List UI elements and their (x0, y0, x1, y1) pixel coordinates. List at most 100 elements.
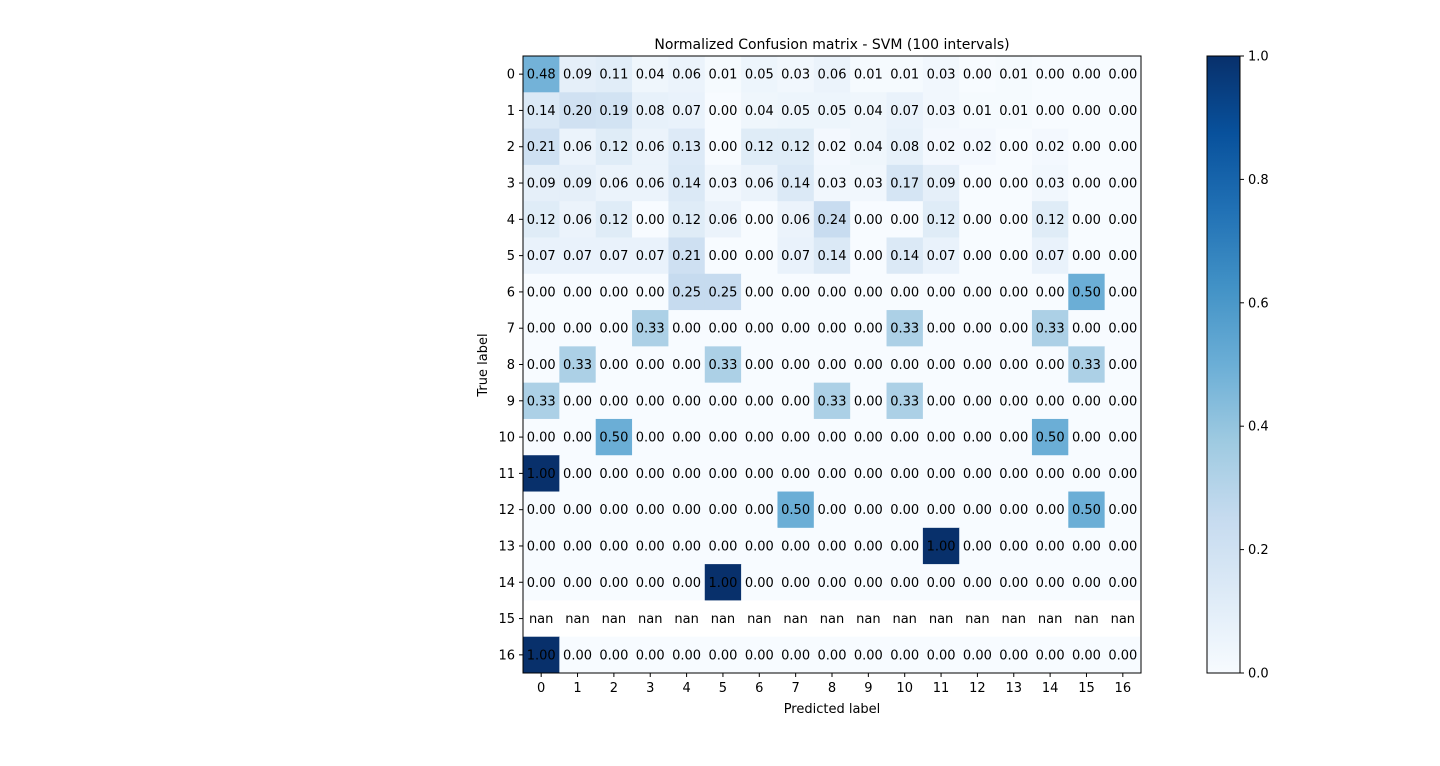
heatmap-cell (668, 128, 706, 166)
cell-value-label: 0.00 (563, 431, 592, 446)
cell-value-label: 0.06 (599, 177, 628, 192)
heatmap-cell (922, 164, 960, 202)
cell-value-label: 0.00 (1072, 322, 1101, 337)
heatmap-cell (668, 564, 706, 601)
heatmap-cell (668, 382, 706, 420)
cell-value-label: 0.00 (963, 503, 992, 518)
heatmap-cell (850, 455, 888, 493)
heatmap-cell (777, 201, 815, 238)
cell-value-label: 0.03 (1036, 177, 1065, 192)
y-tick-label: 6 (507, 285, 515, 300)
cell-value-label: 0.00 (1072, 177, 1101, 192)
cell-value-label: 0.06 (636, 140, 665, 155)
cell-value-label: nan (783, 612, 807, 627)
cell-value-label: 0.06 (818, 68, 847, 83)
heatmap-cell (1104, 564, 1142, 601)
heatmap-cell (595, 527, 633, 565)
cell-value-label: 0.00 (1108, 431, 1137, 446)
colorbar-tick-label: 0.6 (1248, 296, 1269, 311)
cell-value-label: 0.01 (963, 104, 992, 119)
heatmap-cell (632, 201, 669, 238)
cell-value-label: 0.00 (1036, 394, 1065, 409)
cell-value-label: 0.00 (636, 431, 665, 446)
heatmap-cell (741, 310, 778, 347)
heatmap-cell (559, 382, 597, 420)
cell-value-label: 1.00 (527, 648, 556, 663)
y-tick-label: 3 (507, 177, 515, 192)
cell-value-label: 0.00 (999, 249, 1028, 264)
heatmap-cell (995, 164, 1033, 202)
heatmap-cell (559, 527, 597, 565)
cell-value-label: 0.00 (1072, 104, 1101, 119)
cell-value-label: 0.00 (781, 576, 810, 591)
heatmap-cell (595, 455, 633, 493)
heatmap-cell (559, 491, 597, 529)
heatmap-cell (959, 273, 997, 311)
cell-value-label: 0.00 (1072, 576, 1101, 591)
cell-value-label: 0.00 (927, 648, 956, 663)
cell-value-label: 0.00 (999, 285, 1028, 300)
cell-value-label: 0.00 (1108, 539, 1137, 554)
cell-value-label: nan (1038, 612, 1062, 627)
heatmap-cell (850, 273, 888, 311)
heatmap-cell (523, 346, 560, 384)
heatmap-cell (813, 201, 851, 238)
heatmap-cell (813, 92, 851, 130)
heatmap-cell (559, 92, 597, 130)
cell-value-label: 0.00 (599, 322, 628, 337)
cell-value-label: 0.07 (890, 104, 919, 119)
cell-value-label: 0.00 (1036, 539, 1065, 554)
x-tick-label: 15 (1078, 681, 1095, 696)
heatmap-cell (995, 636, 1033, 674)
y-tick-label: 9 (507, 394, 515, 409)
cell-value-label: 0.00 (890, 576, 919, 591)
cell-value-label: 0.00 (781, 539, 810, 554)
heatmap-cell (668, 273, 706, 311)
cell-value-label: 0.07 (599, 249, 628, 264)
cell-value-label: 0.00 (890, 467, 919, 482)
x-tick-label: 14 (1042, 681, 1059, 696)
y-tick-label: 15 (498, 612, 515, 627)
heatmap-cell (777, 455, 815, 493)
heatmap-cell (559, 636, 597, 674)
heatmap-cell (1104, 382, 1142, 420)
heatmap-cell (704, 564, 742, 601)
cell-value-label: 0.00 (563, 539, 592, 554)
heatmap-cell (1031, 346, 1069, 384)
heatmap-cell (559, 310, 597, 347)
heatmap-cell (886, 491, 924, 529)
cell-value-label: 0.00 (563, 322, 592, 337)
heatmap-cell (1068, 382, 1106, 420)
x-tick-label: 11 (933, 681, 950, 696)
cell-value-label: 0.00 (527, 431, 556, 446)
cell-value-label: nan (1111, 612, 1135, 627)
cell-value-label: 0.00 (1108, 177, 1137, 192)
cell-value-label: 0.00 (999, 177, 1028, 192)
cell-value-label: 0.00 (818, 358, 847, 373)
cell-value-label: 0.00 (1108, 467, 1137, 482)
cell-value-label: 0.00 (636, 394, 665, 409)
heatmap-cell (922, 382, 960, 420)
cell-value-label: 1.00 (927, 539, 956, 554)
heatmap-cell (704, 56, 742, 93)
cell-value-label: 0.00 (818, 431, 847, 446)
heatmap-cell (995, 564, 1033, 601)
heatmap-cell (595, 164, 633, 202)
heatmap-cell (777, 418, 815, 456)
heatmap-cell (850, 564, 888, 601)
x-tick-label: 16 (1115, 681, 1132, 696)
cell-value-label: 0.00 (781, 467, 810, 482)
cell-value-label: 0.00 (599, 285, 628, 300)
cell-value-label: 0.12 (527, 213, 556, 228)
cell-value-label: 0.00 (708, 648, 737, 663)
heatmap-cell (1068, 455, 1106, 493)
heatmap-cell (523, 636, 560, 674)
heatmap-cell (1031, 600, 1069, 638)
heatmap-cell (959, 382, 997, 420)
cell-value-label: 0.00 (927, 503, 956, 518)
cell-value-label: 0.07 (636, 249, 665, 264)
cell-value-label: 0.00 (599, 467, 628, 482)
heatmap-cell (813, 455, 851, 493)
heatmap-cell (1031, 128, 1069, 166)
cell-value-label: nan (1002, 612, 1026, 627)
